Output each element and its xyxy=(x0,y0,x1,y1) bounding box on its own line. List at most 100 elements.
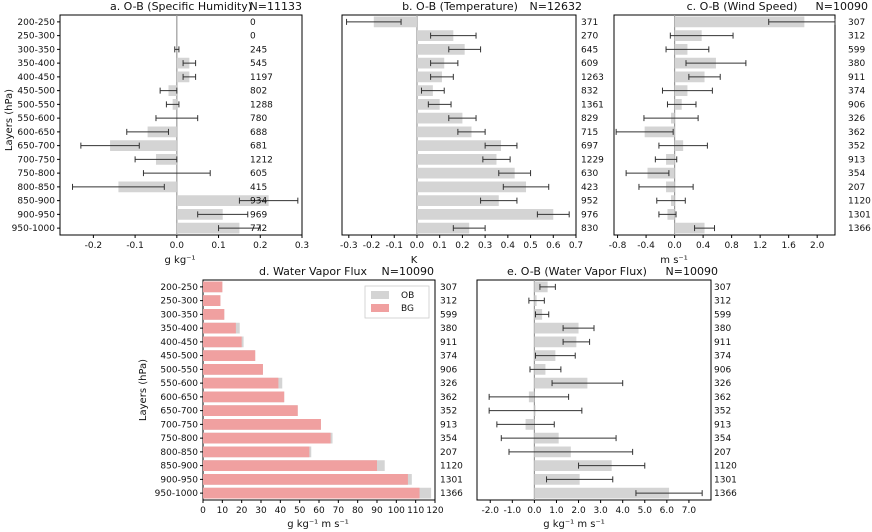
x-tick-label: 30 xyxy=(255,506,267,516)
x-tick-label: 120 xyxy=(426,506,443,516)
panel-c-n-label: N=10090 xyxy=(816,0,868,13)
x-tick-label: 50 xyxy=(294,506,306,516)
x-tick-label: -0.2 xyxy=(363,241,381,251)
category-label: 700-750 xyxy=(17,155,55,165)
count-label: 1120 xyxy=(440,462,463,472)
category-label: 450-500 xyxy=(160,352,198,362)
count-label: 681 xyxy=(250,142,267,152)
category-label: 550-600 xyxy=(160,379,198,389)
count-label: 934 xyxy=(250,197,267,207)
panel-b-xlabel: K xyxy=(411,255,418,266)
x-tick-label: 1.6 xyxy=(781,241,796,251)
category-label: 300-350 xyxy=(17,45,55,55)
panel-b-n-label: N=12632 xyxy=(530,0,582,13)
count-label: 1301 xyxy=(714,475,737,485)
category-label: 300-350 xyxy=(160,310,198,320)
count-label: 362 xyxy=(440,393,457,403)
category-label: 550-600 xyxy=(17,114,55,124)
bar-bg xyxy=(203,377,279,389)
bar xyxy=(416,181,527,193)
plot-frame xyxy=(59,14,303,236)
bar xyxy=(534,336,577,348)
legend-swatch-bg xyxy=(371,304,389,312)
category-label: 250-300 xyxy=(160,297,198,307)
x-tick-label: 0.8 xyxy=(724,241,739,251)
count-label: 374 xyxy=(848,87,865,97)
panel-e-xlabel: g kg⁻¹ m s⁻¹ xyxy=(543,519,605,530)
x-tick-label: 0.1 xyxy=(433,241,447,251)
category-label: 800-850 xyxy=(17,183,55,193)
x-tick-label: 60 xyxy=(313,506,325,516)
bar xyxy=(110,140,177,151)
count-label: 802 xyxy=(250,87,267,97)
count-label: 0 xyxy=(250,18,256,28)
count-label: 423 xyxy=(581,183,598,193)
x-tick-label: 20 xyxy=(236,506,248,516)
count-label: 307 xyxy=(848,18,865,28)
count-label: 832 xyxy=(581,87,598,97)
count-label: 906 xyxy=(440,365,457,375)
category-label: 600-650 xyxy=(160,393,198,403)
x-tick-label: 3.0 xyxy=(593,506,608,516)
x-tick-label: -0.4 xyxy=(637,241,655,251)
count-label: 326 xyxy=(440,379,457,389)
count-label: 0 xyxy=(250,32,256,42)
x-tick-label: -2.0 xyxy=(481,506,499,516)
panel-a-specific-humidity: a. O-B (Specific Humidity) N=11133 Layer… xyxy=(4,0,309,266)
x-tick-label: -0.1 xyxy=(385,241,403,251)
count-label: 374 xyxy=(714,352,731,362)
panel-d-n-label: N=10090 xyxy=(382,265,434,278)
count-label: 307 xyxy=(714,283,731,293)
count-label: 630 xyxy=(581,169,598,179)
count-label: 976 xyxy=(581,210,598,220)
count-label: 207 xyxy=(714,448,731,458)
x-tick-label: 0.3 xyxy=(478,241,492,251)
count-label: 326 xyxy=(848,114,865,124)
x-tick-label: 0.5 xyxy=(523,241,537,251)
bar-bg xyxy=(203,405,298,416)
x-tick-label: -0.8 xyxy=(609,241,627,251)
category-label: 950-1000 xyxy=(12,224,56,234)
category-label: 500-550 xyxy=(160,365,198,375)
plot-frame xyxy=(476,279,712,501)
bar-bg xyxy=(203,322,236,334)
x-tick-label: 0.4 xyxy=(501,241,516,251)
bar-bg xyxy=(203,460,377,471)
category-label: 850-900 xyxy=(160,462,198,472)
x-tick-label: 80 xyxy=(352,506,364,516)
x-tick-label: 100 xyxy=(388,506,405,516)
bar-bg xyxy=(203,419,321,430)
panel-e-n-label: N=10090 xyxy=(666,265,718,278)
panel-c-xlabel: m s⁻¹ xyxy=(660,255,687,266)
count-label: 830 xyxy=(581,224,598,234)
count-label: 207 xyxy=(440,448,457,458)
count-label: 1366 xyxy=(440,489,463,499)
x-tick-label: 0.2 xyxy=(455,241,469,251)
count-label: 780 xyxy=(250,114,267,124)
x-tick-label: -0.2 xyxy=(85,241,103,251)
count-label: 1301 xyxy=(848,210,871,220)
count-label: 1288 xyxy=(250,100,273,110)
x-tick-label: 6.0 xyxy=(660,506,675,516)
x-tick-label: -1.0 xyxy=(504,506,522,516)
plot-frame xyxy=(613,14,836,236)
category-label: 750-800 xyxy=(17,169,55,179)
count-label: 1120 xyxy=(848,197,871,207)
count-label: 307 xyxy=(440,283,457,293)
bar-bg xyxy=(203,295,221,306)
category-label: 750-800 xyxy=(160,434,198,444)
category-label: 900-950 xyxy=(160,475,198,485)
panel-d-water-vapor-flux: d. Water Vapor Flux N=10090 Layers (hPa)… xyxy=(138,265,463,530)
count-label: 829 xyxy=(581,114,598,124)
category-label: 450-500 xyxy=(17,87,55,97)
count-label: 362 xyxy=(848,128,865,138)
x-tick-label: 0.0 xyxy=(170,241,185,251)
bar xyxy=(534,460,612,471)
panel-a-xlabel: g kg⁻¹ xyxy=(165,255,196,266)
x-tick-label: 2.0 xyxy=(571,506,586,516)
x-tick-label: 5.0 xyxy=(638,506,653,516)
x-tick-label: 0.2 xyxy=(253,241,267,251)
category-label: 650-700 xyxy=(160,407,198,417)
bar xyxy=(416,112,463,124)
